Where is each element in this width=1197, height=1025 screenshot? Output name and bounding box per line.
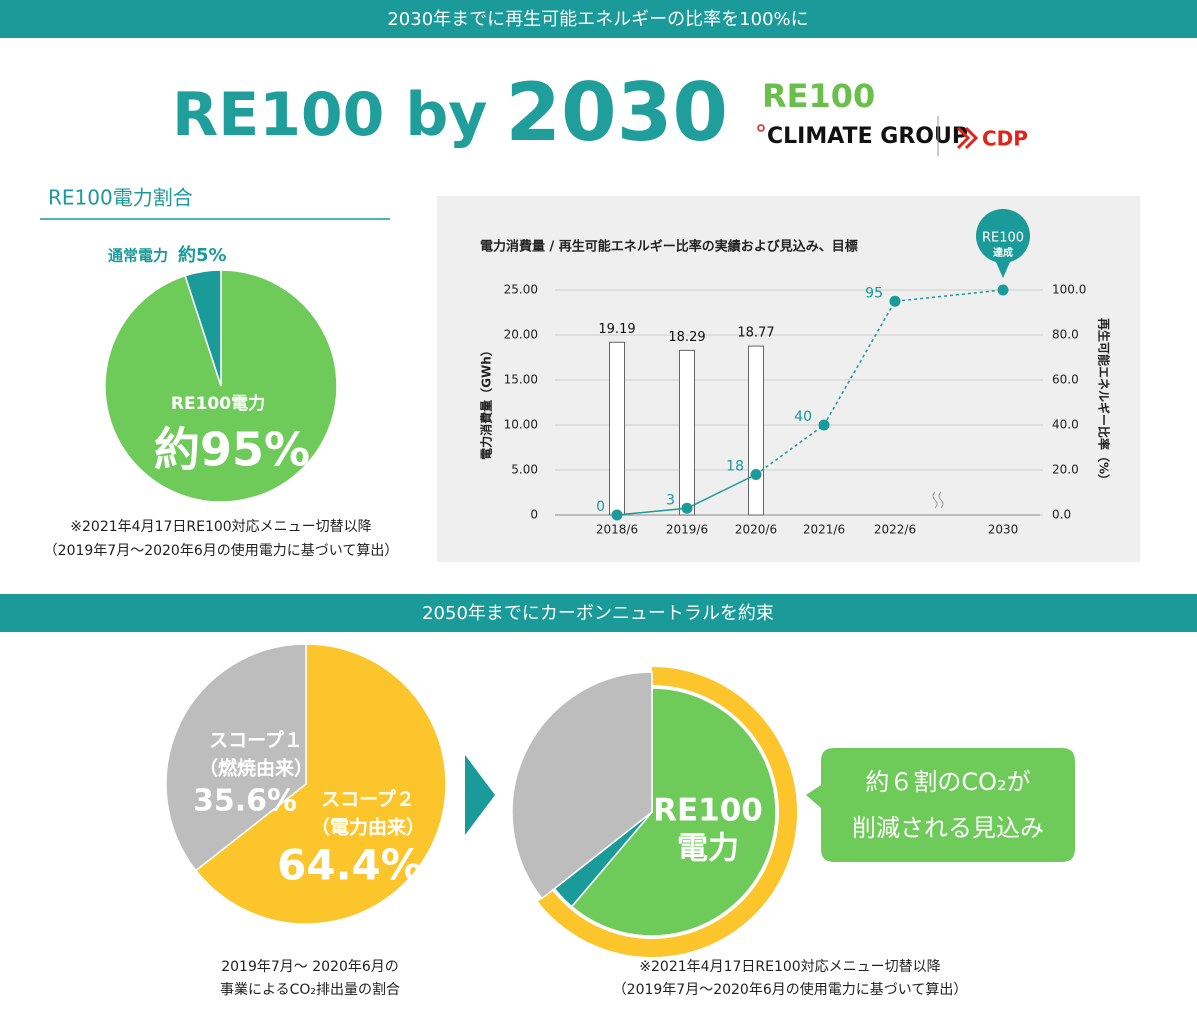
line-value-label: 18 [726,459,744,475]
logo-re100: RE100 [762,77,875,115]
banner-text: 2050年までにカーボンニュートラルを約束 [422,603,774,624]
logo-dot [757,124,765,132]
line-point [889,295,901,307]
tick-label: 5.00 [511,463,538,477]
bar [609,341,625,516]
annotation: 達成 [993,246,1013,259]
bar-value-label: 18.77 [737,326,774,341]
x-tick-label: 2018/6 [596,523,638,537]
tick-label: 60.0 [1052,373,1079,387]
tick-label: 0 [530,508,538,522]
note: ※2021年4月17日RE100対応メニュー切替以降 [639,959,940,975]
slice-label: （電力由来） [311,816,425,839]
line-value-label: 0 [596,499,605,515]
value-label: 35.6% [193,784,297,819]
line-point [997,284,1009,296]
chart-title: 電力消費量 / 再生可能エネルギー比率の実績および見込み、目標 [480,239,858,255]
note: （2019年7月～2020年6月の使用電力に基づいて算出） [44,542,399,559]
title-part: 2030 [505,66,728,159]
pie-slice [194,643,447,925]
tick-label: 20.00 [504,328,538,342]
pie-slice [165,643,307,872]
bar-value-label: 18.29 [668,330,705,345]
bar-value-label: 19.19 [598,322,635,337]
callout-text: 約６割のCO₂が [865,768,1030,796]
logo-climate-group: CLIMATE GROUP [767,124,968,149]
banner [0,0,1197,38]
logo-cdp: CDP [982,127,1028,151]
slice-label: （燃焼由来） [199,757,313,780]
value-label: 約95% [154,423,310,477]
slice-label: スコープ１ [209,729,303,752]
value-label: 64.4% [277,841,423,890]
x-tick-label: 2030 [988,523,1019,537]
line-value-label: 3 [666,492,675,508]
center-label: 電力 [677,831,739,867]
line-point [750,469,762,480]
note: （2019年7月～2020年6月の使用電力に基づいて算出） [613,981,968,998]
banner [0,594,1197,632]
bar [748,345,764,516]
cdp-icon [956,126,979,150]
annotation-bubble [975,208,1030,278]
inner-slice [570,687,777,937]
tick-label: 40.0 [1052,418,1079,432]
y-axis-title: 電力消費量（GWh） [479,344,494,460]
chart-background [437,196,1140,562]
line-point [818,419,830,431]
tick-label: 15.00 [504,373,538,387]
annotation: RE100 [982,231,1024,246]
bar [679,349,695,516]
banner-text: 2030年までに再生可能エネルギーの比率を100%に [387,9,808,30]
pie-slice [184,269,222,387]
line-value-label: 40 [794,409,812,425]
y2-axis-title: 再生可能エネルギー比率（%） [1097,318,1112,486]
x-tick-label: 2022/6 [874,523,916,537]
tick-label: 10.00 [504,418,538,432]
slice-label: RE100電力 [171,393,265,414]
tick-label: 80.0 [1052,328,1079,342]
inner-slice [511,671,653,900]
note: 事業によるCO₂排出量の割合 [220,981,400,998]
line-point [681,502,693,514]
note: ※2021年4月17日RE100対応メニュー切替以降 [70,519,371,535]
line-point [611,509,623,521]
callout-box [806,748,1075,862]
callout-text: 削減される見込み [852,814,1044,842]
title-part: RE100 by [172,80,487,150]
x-tick-label: 2019/6 [666,523,708,537]
section-heading: RE100電力割合 [48,186,193,210]
slice-label: 通常電力 [108,247,168,265]
x-tick-label: 2021/6 [803,523,845,537]
line [755,289,1004,476]
main-title: RE100 by 2030 [172,66,728,159]
value-label: 約5% [178,244,227,266]
note: 2019年7月～ 2020年6月の [221,959,399,975]
arrow [465,755,495,835]
tick-label: 20.0 [1052,463,1079,477]
line-value-label: 95 [865,285,883,301]
center-label: RE100 [653,793,763,829]
axis-break [932,491,944,509]
x-tick-label: 2020/6 [735,523,777,537]
tick-label: 25.00 [504,283,538,297]
tick-label: 0.0 [1052,508,1071,522]
slice-label: スコープ２ [321,788,415,811]
tick-label: 100.0 [1052,283,1086,297]
